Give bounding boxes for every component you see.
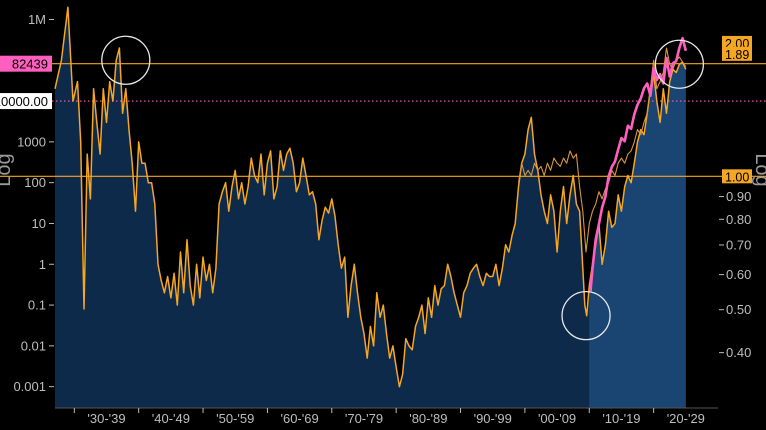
left-value-tag	[0, 93, 52, 110]
reference-lines	[0, 63, 766, 177]
y-right-tick-label: 0.90	[726, 189, 751, 204]
series-areas	[55, 7, 686, 408]
x-tick-label: '80-'89	[409, 411, 447, 426]
y-right-tick-label: 0.70	[726, 237, 751, 252]
value-tags: 8243910000.002.001.891.00	[0, 35, 752, 184]
left-value-tag	[0, 55, 52, 72]
highlight-circle-2	[654, 39, 705, 89]
right-value-tag-label: 1.89	[725, 48, 749, 62]
x-tick-label: '40-'49	[152, 411, 190, 426]
y-left-tick-label: 0.001	[13, 379, 46, 394]
y-left-tick-label: 1000	[17, 134, 46, 149]
x-tick-label: '70-'79	[345, 411, 383, 426]
y-left-tick-label: 10	[32, 216, 46, 231]
y-left-tick-label: 1	[39, 257, 46, 272]
left-value-tag-label: 10000.00	[0, 94, 48, 109]
y-right-tick-label: 0.40	[726, 345, 751, 360]
highlight-circle-0	[101, 35, 151, 85]
x-tick-label: '10-'19	[602, 411, 640, 426]
right-value-tag	[722, 35, 752, 50]
right-value-tag-label: 1.00	[725, 170, 749, 184]
x-tick-label: '90-'99	[474, 411, 512, 426]
y-right-axis-label: Log	[751, 153, 766, 186]
y-left-tick-label: 0.01	[21, 338, 46, 353]
x-tick-label: '50-'59	[216, 411, 254, 426]
series-0-area-recent	[589, 62, 686, 408]
x-tick-label: '20-'29	[667, 411, 705, 426]
y-right-tick-label: 0.80	[726, 212, 751, 227]
left-value-tag-label: 82439	[12, 57, 48, 72]
y-left-tick-label: 100	[24, 175, 46, 190]
x-tick-label: '30-'39	[87, 411, 125, 426]
series-lines	[54, 6, 688, 388]
highlight-circles	[101, 35, 705, 341]
y-left-tick-label: 0.1	[28, 298, 46, 313]
x-tick-label: '00-'09	[538, 411, 576, 426]
axes: 1M 1000 100 10 1 0.1 0.01 0.001 0.90 0.80 0.70 0.60…	[0, 12, 766, 426]
x-tick-label: '60-'69	[280, 411, 318, 426]
series-0-area	[55, 7, 686, 408]
y-left-tick-label: 1M	[28, 12, 46, 27]
y-right-tick-label: 0.60	[726, 267, 751, 282]
right-value-tag	[722, 46, 752, 61]
y-left-axis-label: Log	[0, 153, 15, 186]
right-value-tag	[722, 169, 752, 184]
highlight-circle-1	[561, 291, 611, 341]
y-right-tick-label: 0.50	[726, 302, 751, 317]
